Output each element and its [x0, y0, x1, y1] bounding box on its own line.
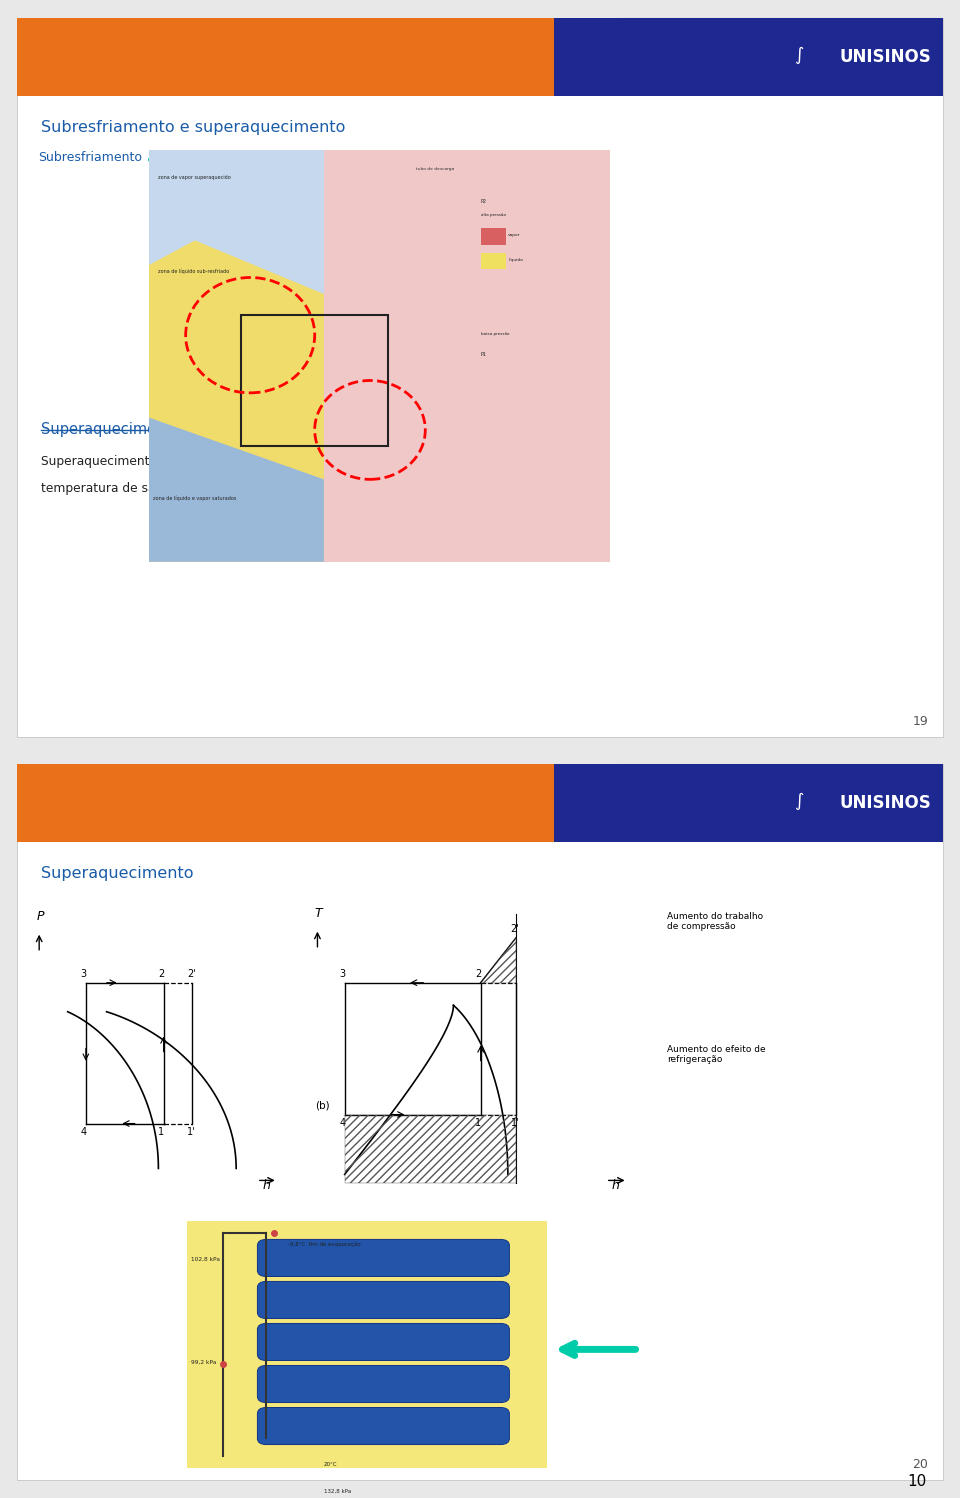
- Text: 3: 3: [81, 969, 86, 978]
- Text: 20: 20: [912, 1458, 928, 1471]
- Text: zona de líquido e vapor saturados: zona de líquido e vapor saturados: [154, 496, 237, 500]
- Text: (b): (b): [315, 1101, 329, 1110]
- Text: zona de líquido sub-resfriado: zona de líquido sub-resfriado: [158, 268, 229, 274]
- Text: 102,8 kPa: 102,8 kPa: [191, 1257, 220, 1261]
- FancyBboxPatch shape: [257, 1323, 510, 1360]
- Text: 2': 2': [187, 969, 196, 978]
- FancyBboxPatch shape: [257, 1281, 510, 1318]
- Bar: [17, 764, 591, 842]
- Text: Superaquecimento é o aumento da temperatura na saída do evaporador, acima da: Superaquecimento é o aumento da temperat…: [41, 455, 552, 469]
- Text: -9,8°C  fim de evaporação: -9,8°C fim de evaporação: [288, 1242, 361, 1246]
- FancyBboxPatch shape: [257, 1408, 510, 1444]
- Text: baixa pressão: baixa pressão: [481, 333, 509, 336]
- FancyBboxPatch shape: [257, 1239, 510, 1276]
- Text: 1: 1: [475, 1119, 481, 1128]
- Text: Subresfriamento: Subresfriamento: [38, 151, 142, 163]
- Text: P2: P2: [481, 199, 487, 204]
- Text: 4: 4: [339, 1119, 346, 1128]
- Text: Subresfriamento e superaquecimento: Subresfriamento e superaquecimento: [41, 120, 346, 135]
- Text: ∫: ∫: [794, 46, 804, 64]
- Text: Superaquecimento: Superaquecimento: [422, 294, 541, 306]
- Text: 99,2 kPa: 99,2 kPa: [191, 1360, 216, 1365]
- Bar: [481, 253, 506, 270]
- Text: P1: P1: [481, 352, 487, 357]
- Text: $\Delta T_{sh} = T_{vap} - T_{sat,e}$: $\Delta T_{sh} = T_{vap} - T_{sat,e}$: [365, 515, 491, 533]
- Text: líquido: líquido: [508, 258, 523, 262]
- Text: T: T: [315, 906, 323, 920]
- Bar: [241, 315, 389, 446]
- Bar: [17, 18, 943, 737]
- Text: alta pressão: alta pressão: [481, 213, 506, 217]
- Bar: [17, 764, 943, 1480]
- Text: vapor: vapor: [508, 234, 520, 237]
- Text: 1': 1': [511, 1119, 519, 1128]
- Text: Aumento do trabalho
de compressão: Aumento do trabalho de compressão: [667, 912, 763, 930]
- Text: h: h: [262, 1179, 270, 1192]
- Bar: [554, 764, 943, 842]
- Text: 19: 19: [913, 715, 928, 728]
- Text: 2': 2': [511, 924, 519, 933]
- Text: 1': 1': [187, 1128, 196, 1137]
- Text: temperatura de saturação.: temperatura de saturação.: [41, 482, 206, 496]
- FancyBboxPatch shape: [257, 1366, 510, 1402]
- Polygon shape: [149, 418, 324, 562]
- Text: UNISINOS: UNISINOS: [839, 794, 931, 812]
- Text: 20°C: 20°C: [324, 1462, 338, 1467]
- Bar: [481, 228, 506, 244]
- Text: 1: 1: [158, 1128, 164, 1137]
- Polygon shape: [554, 18, 943, 96]
- Bar: [17, 18, 591, 96]
- Text: Superaquecimento: Superaquecimento: [41, 422, 180, 437]
- Text: P: P: [36, 909, 44, 923]
- Text: h: h: [612, 1179, 619, 1192]
- Text: zona de vapor superaquecido: zona de vapor superaquecido: [158, 175, 230, 180]
- Text: 2: 2: [158, 969, 165, 978]
- Polygon shape: [554, 764, 943, 842]
- Text: 132,8 kPa: 132,8 kPa: [324, 1489, 351, 1494]
- Bar: [324, 150, 610, 562]
- Text: 4: 4: [81, 1128, 86, 1137]
- Text: 10: 10: [907, 1474, 926, 1489]
- Text: Aumento do efeito de
refrigeração: Aumento do efeito de refrigeração: [667, 1046, 766, 1064]
- Polygon shape: [149, 241, 324, 562]
- Text: Superaquecimento: Superaquecimento: [41, 866, 194, 881]
- Text: ∫: ∫: [794, 792, 804, 810]
- Text: 3: 3: [339, 969, 346, 978]
- Text: UNISINOS: UNISINOS: [839, 48, 931, 66]
- Bar: [554, 18, 943, 96]
- Text: 2: 2: [475, 969, 482, 978]
- Text: tubo de descarga: tubo de descarga: [416, 168, 454, 171]
